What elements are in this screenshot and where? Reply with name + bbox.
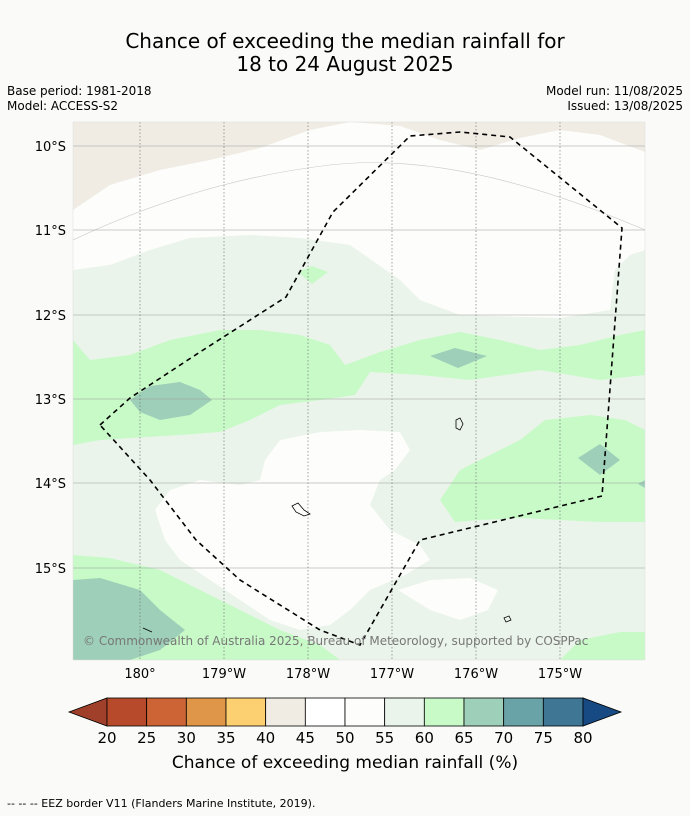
lon-label: 180° [124,667,155,682]
zone-60-65-east [440,415,645,522]
lon-label: 175°W [538,667,582,682]
lat-label: 11°S [35,224,66,239]
zone-65-70-west [130,382,212,420]
colorbar-swatch [344,697,386,727]
map-frame [72,121,646,661]
title-line-2: 18 to 24 August 2025 [236,52,454,76]
colorbar-tick-label: 50 [335,729,355,747]
lat-label: 14°S [35,477,66,492]
longitude-gridlines [139,122,561,660]
colorbar-arrow-low [67,697,108,727]
colorbar-swatch [146,697,187,727]
colorbar-tick-label: 70 [494,729,514,747]
issued-date: Issued: 13/08/2025 [567,99,683,113]
zone-65-70-southwest [73,578,185,660]
zone-60-65-band [73,330,645,445]
colorbar-tick-label: 80 [573,729,593,747]
copyright-notice: © Commonwealth of Australia 2025, Bureau… [83,634,588,648]
chart-title: Chance of exceeding the median rainfall … [0,30,690,76]
colorbar-swatch [463,697,505,727]
latitude-gridlines [73,145,645,569]
lat-label: 15°S [35,562,66,577]
lat-label: 10°S [35,140,66,155]
longitude-labels: 180° 179°W 178°W 177°W 176°W 175°W [124,667,582,682]
model-run: Model run: 11/08/2025 [545,84,683,98]
colorbar-swatch [384,697,425,727]
colorbar-tick-label: 65 [454,729,474,747]
colorbar-swatch [225,697,267,727]
colorbar-tick-label: 30 [176,729,196,747]
zone-65-70-east [578,444,620,475]
colorbar-tick-label: 60 [414,729,434,747]
model-name: Model: ACCESS-S2 [7,99,119,113]
meta-right: Model run: 11/08/2025 Issued: 13/08/2025 [546,84,683,114]
latitude-labels: 10°S 11°S 12°S 13°S 14°S 15°S [35,140,66,577]
zone-65-70-edge [638,480,645,488]
meta-left: Base period: 1981-2018 Model: ACCESS-S2 [7,84,152,114]
colorbar-swatch [185,697,227,727]
colorbar-tick-label: 75 [533,729,553,747]
map-area: © Commonwealth of Australia 2025, Bureau… [73,122,645,660]
colorbar-swatch [423,697,465,727]
island-outline [503,615,512,623]
zone-60-65-spot [298,266,328,284]
colorbar-arrow-high [582,697,623,727]
title-line-1: Chance of exceeding the median rainfall … [125,29,565,53]
island-outline [455,417,464,431]
lat-label: 13°S [35,393,66,408]
colorbar-label: Chance of exceeding median rainfall (%) [171,753,519,773]
lon-label: 177°W [370,667,414,682]
island-outline [291,502,311,517]
zone-50-55-north [73,122,645,318]
colorbar-swatch [265,697,306,727]
lon-label: 179°W [202,667,246,682]
eez-border [98,131,623,646]
zone-50-55-central [155,430,430,630]
colorbar-tick-label: 25 [137,729,157,747]
island-outline [142,627,153,633]
zone-40-45-north [73,122,645,210]
zone-60-65-south [560,632,645,660]
colorbar-swatch [106,697,148,727]
colorbar-swatch [503,697,544,727]
zone-65-70-central [430,348,487,368]
colorbar-tick-label: 45 [295,729,315,747]
colorbar-tick-label: 55 [375,729,395,747]
colorbar-tick-label: 35 [216,729,236,747]
colorbar-tick-label: 40 [256,729,276,747]
colorbar [67,697,623,727]
contour-line [73,162,645,241]
lon-label: 176°W [454,667,498,682]
colorbar-tick-label: 20 [97,729,117,747]
colorbar-swatch [542,697,584,727]
zone-50-55-southeast [398,578,498,620]
eez-footnote: -- -- -- EEZ border V11 (Flanders Marine… [7,797,316,810]
lat-label: 12°S [35,309,66,324]
base-period: Base period: 1981-2018 [7,84,152,98]
colorbar-swatch [304,697,346,727]
lon-label: 178°W [286,667,330,682]
